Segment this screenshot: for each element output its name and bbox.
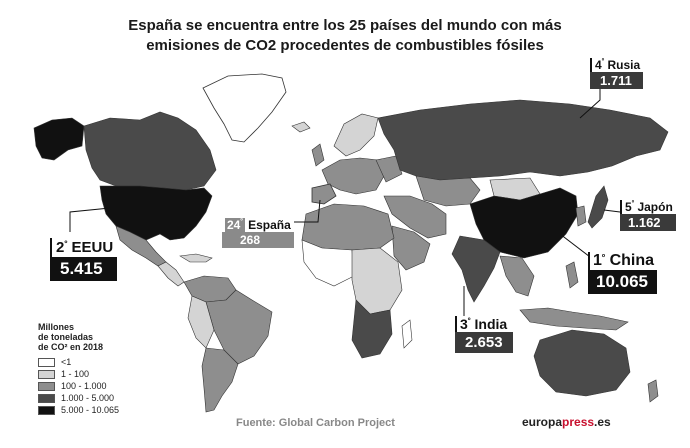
legend-label: 1 - 100 xyxy=(61,369,90,379)
spain xyxy=(311,183,337,205)
argentina-chile xyxy=(201,347,239,413)
callout-espana: 24º España 268 xyxy=(222,218,294,248)
legend-item: 5.000 - 10.065 xyxy=(38,404,119,416)
legend-header-line-1: Millones xyxy=(38,322,75,332)
usa xyxy=(99,185,213,241)
legend-swatch xyxy=(38,393,55,403)
legend-header-line-3: de CO² en 2018 xyxy=(38,342,104,352)
brazil xyxy=(205,289,273,365)
callout-china-rank: 1 xyxy=(593,252,602,269)
brand-left: europa xyxy=(522,415,563,429)
legend-swatch xyxy=(38,405,55,415)
australia xyxy=(533,329,631,397)
caribbean xyxy=(179,253,213,263)
southeast-asia xyxy=(499,255,535,297)
legend-label: 1.000 - 5.000 xyxy=(61,393,115,403)
page-title: España se encuentra entre los 25 países … xyxy=(0,16,690,56)
turkey-iran xyxy=(383,195,447,239)
legend-label: <1 xyxy=(61,357,72,367)
callout-japon: 5º Japón 1.162 xyxy=(620,200,676,231)
callout-japon-rank: 5 xyxy=(625,200,632,214)
source-text: Fuente: Global Carbon Project xyxy=(236,417,395,429)
callout-espana-ordinal: º xyxy=(240,218,243,225)
callout-india-value: 2.653 xyxy=(455,332,513,353)
legend-item: 1.000 - 5.000 xyxy=(38,392,119,404)
callout-eeuu: 2º EEUU 5.415 xyxy=(50,238,118,281)
scandinavia xyxy=(333,113,379,157)
callout-china: 1º China 10.065 xyxy=(588,252,658,294)
callout-espana-value: 268 xyxy=(222,232,294,248)
callout-japon-ordinal: º xyxy=(631,200,635,207)
legend: Millones de toneladas de CO² en 2018 <1 1… xyxy=(38,322,119,416)
callout-china-value: 10.065 xyxy=(588,270,658,294)
india xyxy=(451,235,501,303)
japan xyxy=(587,185,609,229)
legend-header: Millones de toneladas de CO² en 2018 xyxy=(38,322,119,352)
legend-header-line-2: de toneladas xyxy=(38,332,94,342)
callout-rusia-value: 1.711 xyxy=(590,72,644,89)
indonesia xyxy=(519,307,629,331)
callout-china-name: China xyxy=(609,252,655,269)
uk xyxy=(311,143,325,167)
callout-japon-name: Japón xyxy=(637,200,673,214)
brand-logo: europapress.es xyxy=(522,415,611,429)
callout-india-name: India xyxy=(474,316,508,332)
brand-right: .es xyxy=(594,415,611,429)
south-africa xyxy=(351,299,393,359)
callout-eeuu-value: 5.415 xyxy=(50,257,118,281)
europe-west xyxy=(321,157,385,195)
legend-item: 1 - 100 xyxy=(38,368,119,380)
ukraine-east xyxy=(375,155,403,183)
philippines xyxy=(565,261,579,289)
new-zealand xyxy=(647,379,659,403)
legend-swatch xyxy=(38,369,55,379)
greenland xyxy=(202,73,287,143)
brand-mid: press xyxy=(562,415,595,429)
callout-eeuu-label: 2º EEUU xyxy=(50,238,118,257)
leader-espana xyxy=(290,199,321,223)
callout-rusia-ordinal: º xyxy=(601,58,605,65)
callout-rusia-name: Rusia xyxy=(607,58,641,72)
russia xyxy=(377,99,669,181)
legend-item: <1 xyxy=(38,356,119,368)
callout-india-label: 3º India xyxy=(455,316,513,332)
callout-rusia-rank: 4 xyxy=(595,58,602,72)
callout-espana-name: España xyxy=(248,218,291,232)
callout-india: 3º India 2.653 xyxy=(455,316,513,353)
saudi-arabia xyxy=(391,225,431,271)
madagascar xyxy=(401,319,413,349)
callout-eeuu-name: EEUU xyxy=(71,239,114,256)
callout-china-label: 1º China xyxy=(588,252,658,270)
korea xyxy=(575,205,587,227)
legend-item: 100 - 1.000 xyxy=(38,380,119,392)
legend-label: 100 - 1.000 xyxy=(61,381,107,391)
legend-swatch xyxy=(38,357,55,367)
legend-rows: <1 1 - 100 100 - 1.000 1.000 - 5.000 5.000 -… xyxy=(38,356,119,416)
leader-eeuu xyxy=(69,207,111,232)
callout-espana-label: 24º España xyxy=(222,218,294,232)
alaska xyxy=(33,117,85,161)
legend-label: 5.000 - 10.065 xyxy=(61,405,120,415)
callout-rusia: 4º Rusia 1.711 xyxy=(590,58,644,89)
west-africa xyxy=(301,239,355,287)
kazakhstan xyxy=(415,175,481,207)
callout-india-rank: 3 xyxy=(460,316,468,332)
callout-eeuu-rank: 2 xyxy=(56,239,65,256)
callout-japon-label: 5º Japón xyxy=(620,200,676,214)
callout-india-ordinal: º xyxy=(467,316,471,325)
callout-eeuu-ordinal: º xyxy=(64,239,68,248)
iceland xyxy=(291,121,311,133)
north-africa xyxy=(301,203,395,251)
callout-japon-value: 1.162 xyxy=(620,214,676,231)
central-america xyxy=(157,261,185,287)
callout-espana-rank: 24 xyxy=(227,218,241,232)
leader-japon xyxy=(603,209,621,213)
title-line-1: España se encuentra entre los 25 países … xyxy=(128,17,562,34)
callout-china-ordinal: º xyxy=(601,252,606,262)
legend-swatch xyxy=(38,381,55,391)
callout-rusia-label: 4º Rusia xyxy=(590,58,644,72)
canada xyxy=(83,111,217,191)
title-line-2: emisiones de CO2 procedentes de combusti… xyxy=(146,37,544,54)
